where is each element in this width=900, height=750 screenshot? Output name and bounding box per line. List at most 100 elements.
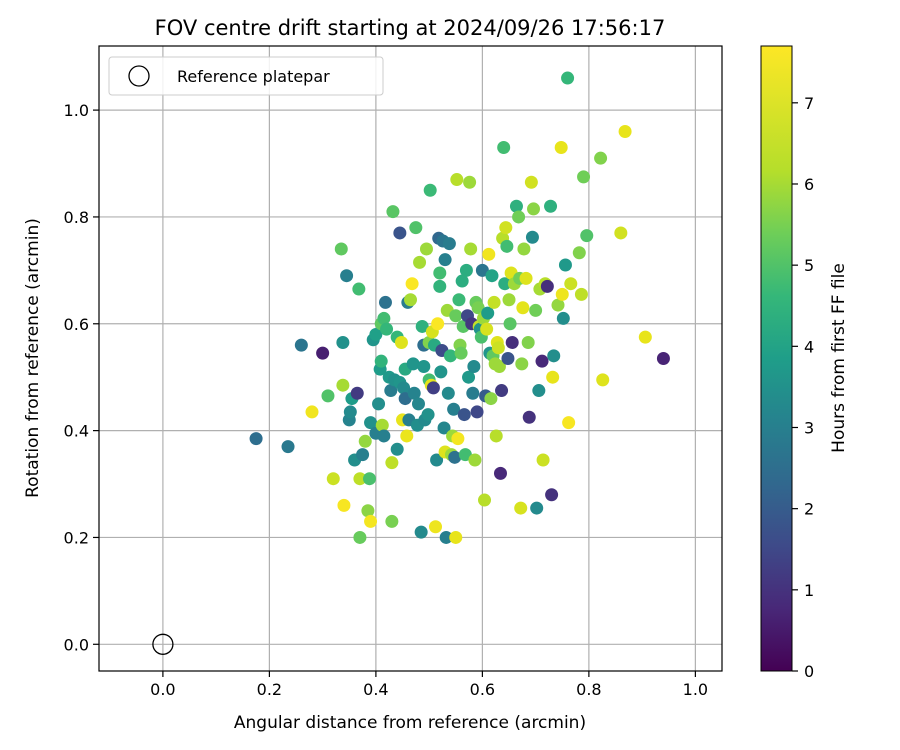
legend-entry-reference: Reference platepar xyxy=(177,67,330,86)
data-point xyxy=(545,488,559,502)
y-tick-label: 0.4 xyxy=(64,422,89,441)
data-point xyxy=(405,277,419,291)
reference-point xyxy=(152,633,174,655)
data-point xyxy=(442,237,456,251)
data-point xyxy=(524,175,538,189)
data-point xyxy=(527,202,541,216)
colorbar-ticks: 0 1 2 3 4 5 6 7 xyxy=(792,94,814,681)
y-axis-ticks: 0.0 0.2 0.4 0.6 0.8 1.0 xyxy=(64,101,99,654)
data-point xyxy=(532,384,546,398)
x-axis-label: Angular distance from reference (arcmin) xyxy=(234,713,586,733)
data-point xyxy=(535,354,549,368)
data-point xyxy=(464,242,478,256)
data-point xyxy=(656,352,670,365)
data-point xyxy=(468,453,482,467)
data-point xyxy=(406,357,420,371)
data-point xyxy=(443,349,457,363)
data-point xyxy=(562,416,576,430)
data-point xyxy=(334,242,348,256)
data-point xyxy=(495,384,509,398)
data-point xyxy=(522,410,536,424)
data-point xyxy=(454,346,468,360)
data-point xyxy=(384,384,398,398)
data-point xyxy=(433,279,447,293)
data-point xyxy=(364,416,378,430)
x-tick-label: 0.8 xyxy=(576,680,601,699)
y-tick-label: 0.8 xyxy=(64,208,89,227)
data-point xyxy=(450,173,464,187)
data-point xyxy=(529,303,543,317)
data-point xyxy=(340,269,354,283)
data-point xyxy=(378,295,392,309)
data-point xyxy=(561,71,575,85)
data-point xyxy=(316,346,330,360)
data-point xyxy=(337,498,351,512)
data-point xyxy=(426,381,440,395)
data-point xyxy=(577,170,591,184)
data-point xyxy=(558,258,572,272)
data-point xyxy=(404,293,417,307)
data-point xyxy=(356,448,370,462)
data-point xyxy=(475,263,489,277)
data-point xyxy=(499,221,513,235)
data-point xyxy=(554,140,568,154)
data-point xyxy=(364,514,378,528)
data-point xyxy=(321,389,335,403)
data-point xyxy=(519,271,533,285)
data-point xyxy=(471,301,485,315)
colorbar-tick-label: 1 xyxy=(804,581,814,600)
data-point xyxy=(407,386,421,400)
data-point xyxy=(372,397,386,411)
data-point xyxy=(572,246,586,260)
data-point xyxy=(503,317,517,331)
data-point xyxy=(249,432,263,446)
data-point xyxy=(394,335,408,349)
y-tick-label: 0.0 xyxy=(64,635,89,654)
data-point xyxy=(505,335,519,349)
data-point xyxy=(509,199,523,213)
data-point xyxy=(487,295,501,309)
chart-title: FOV centre drift starting at 2024/09/26 … xyxy=(155,16,666,40)
data-point xyxy=(375,418,389,432)
data-point xyxy=(546,370,560,384)
data-point xyxy=(374,354,388,368)
data-point xyxy=(556,311,570,325)
data-point xyxy=(361,504,375,518)
data-point xyxy=(377,311,391,325)
data-point xyxy=(414,525,428,539)
legend-marker-icon xyxy=(128,65,150,87)
data-point xyxy=(536,453,550,467)
data-point xyxy=(525,230,539,244)
data-point xyxy=(455,274,469,288)
data-point xyxy=(497,140,511,154)
data-point xyxy=(452,293,466,307)
data-point xyxy=(326,472,340,486)
data-point xyxy=(501,352,515,365)
x-tick-label: 1.0 xyxy=(683,680,708,699)
data-point xyxy=(547,349,561,363)
x-tick-label: 0.0 xyxy=(150,680,175,699)
data-point xyxy=(353,472,367,486)
data-point xyxy=(419,242,433,256)
colorbar-tick-label: 0 xyxy=(804,662,814,681)
data-point xyxy=(343,405,357,419)
data-point xyxy=(638,330,652,344)
data-point xyxy=(457,408,471,422)
data-point xyxy=(430,453,444,467)
data-point xyxy=(369,327,383,341)
colorbar-label: Hours from first FF file xyxy=(829,263,849,453)
data-point xyxy=(467,360,481,374)
data-point xyxy=(462,370,476,384)
data-point xyxy=(350,386,364,400)
legend: Reference platepar xyxy=(108,56,384,96)
data-point xyxy=(515,357,529,371)
data-points xyxy=(249,71,670,544)
data-point xyxy=(594,151,608,165)
data-point xyxy=(530,501,544,515)
data-point xyxy=(500,239,514,253)
y-axis-label: Rotation from reference (arcmin) xyxy=(23,218,43,498)
data-point xyxy=(516,301,530,315)
data-point xyxy=(618,124,632,138)
data-point xyxy=(413,255,427,269)
data-point xyxy=(447,402,461,416)
